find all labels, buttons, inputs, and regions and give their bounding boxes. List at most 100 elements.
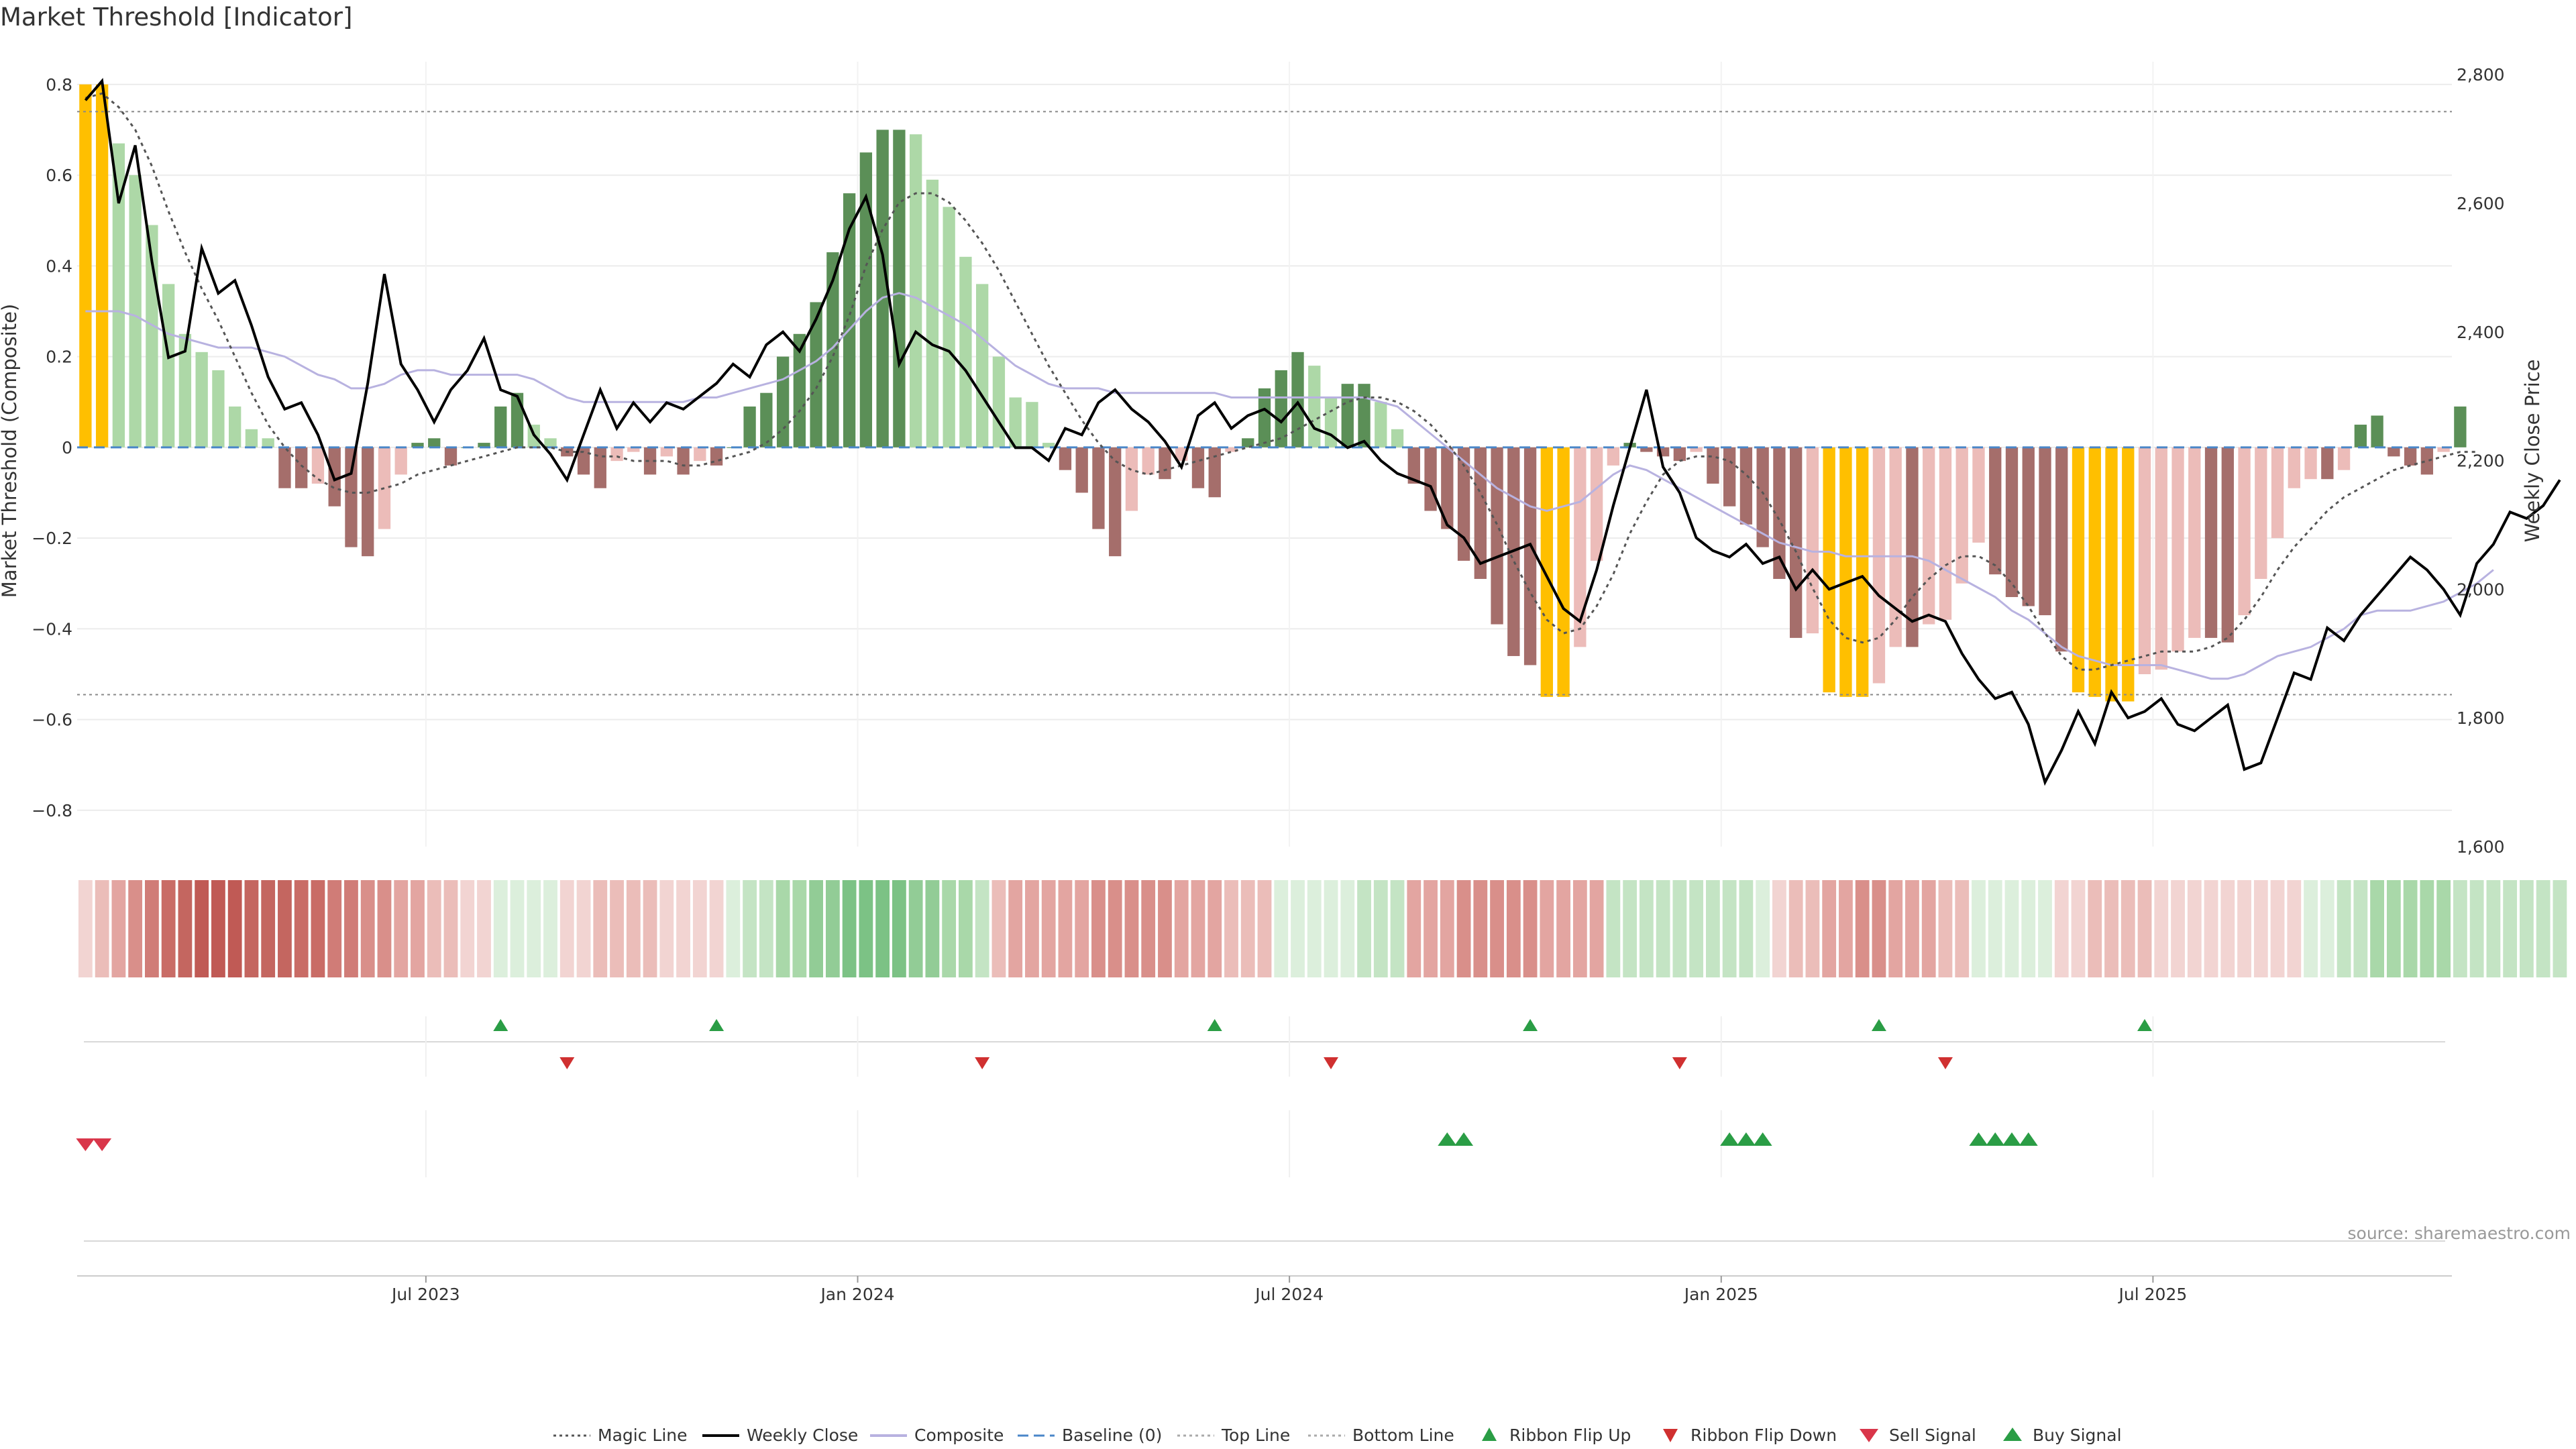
composite-bar bbox=[2404, 447, 2417, 466]
ribbon-cell bbox=[1988, 880, 2002, 977]
buy-signal-marker bbox=[1986, 1132, 2005, 1146]
legend: Magic Line Weekly Close Composite Baseline … bbox=[553, 1426, 2122, 1445]
ribbon-cell bbox=[527, 880, 541, 977]
ribbon-cell bbox=[1905, 880, 1919, 977]
ribbon-cell bbox=[227, 880, 242, 977]
right-tick-label: 2,200 bbox=[2457, 451, 2505, 471]
composite-bar bbox=[1839, 447, 1852, 697]
composite-bar bbox=[2371, 415, 2383, 447]
composite-bar bbox=[2321, 447, 2334, 480]
ribbon-cell bbox=[2520, 880, 2534, 977]
ribbon-cell bbox=[1921, 880, 1936, 977]
composite-bar bbox=[1790, 447, 1803, 638]
composite-bar bbox=[2354, 425, 2367, 447]
ribbon-cell bbox=[261, 880, 276, 977]
composite-bar bbox=[643, 447, 657, 475]
ribbon-cell bbox=[875, 880, 890, 977]
ribbon-cell bbox=[78, 880, 93, 977]
composite-bar bbox=[1673, 447, 1686, 462]
composite-bar bbox=[1375, 402, 1387, 447]
composite-bar bbox=[278, 447, 291, 488]
source-note: source: sharemaestro.com bbox=[2348, 1224, 2571, 1243]
composite-bar bbox=[1075, 447, 1088, 493]
composite-bar bbox=[2221, 447, 2234, 643]
composite-bar bbox=[162, 284, 175, 447]
ribbon-flip-down-marker bbox=[1324, 1057, 1339, 1069]
composite-bar bbox=[909, 134, 922, 447]
left-tick-label: 0.4 bbox=[46, 256, 72, 276]
composite-bar bbox=[1491, 447, 1503, 625]
composite-bar bbox=[2055, 447, 2068, 652]
ribbon-cell bbox=[626, 880, 641, 977]
composite-bar bbox=[1574, 447, 1587, 647]
composite-bar bbox=[1092, 447, 1105, 529]
ribbon-cell bbox=[2137, 880, 2152, 977]
composite-line bbox=[85, 292, 2494, 680]
ribbon-cell bbox=[1075, 880, 1089, 977]
ribbon-cell bbox=[2469, 880, 2484, 977]
ribbon-cell bbox=[1872, 880, 1886, 977]
ribbon-cell bbox=[394, 880, 409, 977]
ribbon-cell bbox=[2353, 880, 2368, 977]
left-tick-label: −0.8 bbox=[32, 801, 72, 820]
x-tick-label: Jul 2025 bbox=[2118, 1285, 2188, 1304]
right-tick-label: 1,600 bbox=[2457, 837, 2505, 857]
ribbon-cell bbox=[2253, 880, 2268, 977]
composite-bar bbox=[1723, 447, 1736, 506]
sell-signal-marker bbox=[93, 1138, 112, 1151]
ribbon-cell bbox=[1158, 880, 1172, 977]
legend-item: Bottom Line bbox=[1308, 1426, 1454, 1445]
composite-bar bbox=[627, 447, 640, 452]
ribbon-cell bbox=[991, 880, 1006, 977]
composite-bar bbox=[694, 447, 706, 462]
composite-bar bbox=[1308, 366, 1321, 447]
ribbon-cell bbox=[775, 880, 790, 977]
composite-bar bbox=[295, 447, 308, 488]
ribbon-cell bbox=[1756, 880, 1770, 977]
ribbon-cell bbox=[427, 880, 441, 977]
composite-bar bbox=[1142, 447, 1155, 475]
ribbon-cell bbox=[676, 880, 690, 977]
ribbon-cell bbox=[2453, 880, 2467, 977]
legend-item: Ribbon Flip Down bbox=[1663, 1426, 1837, 1445]
ribbon-cell bbox=[493, 880, 508, 977]
legend-swatch bbox=[1663, 1429, 1678, 1442]
ribbon-cell bbox=[759, 880, 773, 977]
composite-bar bbox=[826, 252, 839, 447]
composite-bar bbox=[2171, 447, 2184, 652]
ribbon-cell bbox=[1208, 880, 1222, 977]
composite-bar bbox=[594, 447, 606, 488]
ribbon-cell bbox=[825, 880, 840, 977]
left-tick-label: 0.2 bbox=[46, 347, 72, 367]
ribbon-cell bbox=[975, 880, 989, 977]
ribbon-cell bbox=[1124, 880, 1139, 977]
composite-bar bbox=[1739, 447, 1753, 525]
ribbon-cell bbox=[709, 880, 724, 977]
ribbon-cell bbox=[2071, 880, 2086, 977]
ribbon-flip-up-marker bbox=[1207, 1019, 1222, 1031]
ribbon-cell bbox=[1772, 880, 1786, 977]
composite-bar bbox=[2088, 447, 2101, 697]
ribbon-cell bbox=[2320, 880, 2334, 977]
ribbon-cell bbox=[510, 880, 525, 977]
ribbon-cell bbox=[2220, 880, 2235, 977]
ribbon-cell bbox=[2038, 880, 2052, 977]
composite-bar bbox=[1872, 447, 1886, 684]
composite-bar bbox=[2288, 447, 2300, 488]
ribbon-cell bbox=[925, 880, 940, 977]
ribbon-cell bbox=[610, 880, 624, 977]
ribbon-cell bbox=[859, 880, 873, 977]
ribbon-cell bbox=[1324, 880, 1338, 977]
composite-bar bbox=[1989, 447, 2002, 575]
ribbon-cell bbox=[1506, 880, 1521, 977]
ribbon-cell bbox=[743, 880, 757, 977]
buy-signal-marker bbox=[1454, 1132, 1474, 1146]
composite-bar bbox=[1939, 447, 1952, 620]
legend-label: Composite bbox=[914, 1426, 1004, 1445]
ribbon-cell bbox=[1174, 880, 1189, 977]
legend-swatch bbox=[2003, 1428, 2022, 1441]
composite-bar bbox=[959, 256, 972, 447]
composite-bar bbox=[345, 447, 358, 547]
ribbon-cell bbox=[111, 880, 126, 977]
